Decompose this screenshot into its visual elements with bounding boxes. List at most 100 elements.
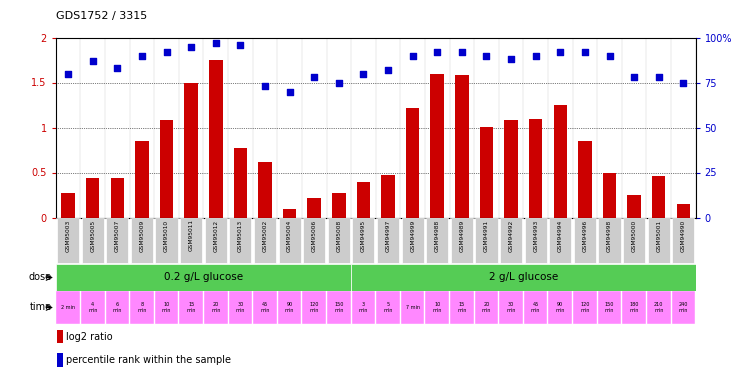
- Point: [259, 83, 271, 89]
- Text: GSM94997: GSM94997: [385, 219, 391, 252]
- Bar: [327, 291, 350, 324]
- Text: 4
min: 4 min: [88, 302, 97, 313]
- Text: 150
min: 150 min: [605, 302, 615, 313]
- Text: GSM95003: GSM95003: [65, 219, 71, 252]
- Bar: [406, 108, 420, 218]
- Bar: [676, 204, 690, 218]
- Point: [628, 74, 640, 80]
- Bar: [499, 291, 523, 324]
- Bar: [647, 291, 670, 324]
- FancyBboxPatch shape: [623, 218, 645, 263]
- Text: GSM94996: GSM94996: [583, 219, 588, 252]
- Bar: [106, 291, 129, 324]
- Text: GSM95007: GSM95007: [115, 219, 120, 252]
- FancyBboxPatch shape: [229, 218, 251, 263]
- Text: 5
min: 5 min: [383, 302, 393, 313]
- Text: GSM95000: GSM95000: [632, 219, 637, 252]
- Bar: [258, 162, 272, 218]
- Bar: [86, 178, 100, 218]
- Bar: [554, 105, 567, 218]
- Bar: [401, 291, 424, 324]
- Bar: [307, 198, 321, 217]
- Point: [62, 70, 74, 76]
- Text: GSM94988: GSM94988: [434, 219, 440, 252]
- Bar: [111, 178, 124, 218]
- Point: [677, 80, 689, 86]
- Text: 90
min: 90 min: [285, 302, 295, 313]
- FancyBboxPatch shape: [131, 218, 153, 263]
- Text: 7 min: 7 min: [405, 305, 420, 310]
- FancyBboxPatch shape: [353, 218, 374, 263]
- FancyBboxPatch shape: [82, 218, 104, 263]
- FancyBboxPatch shape: [303, 218, 325, 263]
- Bar: [351, 264, 696, 291]
- Text: GSM95001: GSM95001: [656, 219, 661, 252]
- Bar: [573, 291, 597, 324]
- Text: GSM94999: GSM94999: [410, 219, 415, 252]
- FancyBboxPatch shape: [451, 218, 473, 263]
- Bar: [455, 75, 469, 217]
- Bar: [61, 193, 75, 217]
- Bar: [504, 120, 518, 218]
- Text: GSM94998: GSM94998: [607, 219, 612, 252]
- Text: 0.2 g/L glucose: 0.2 g/L glucose: [164, 273, 243, 282]
- Point: [505, 56, 517, 62]
- Text: 6
min: 6 min: [112, 302, 122, 313]
- Point: [481, 53, 493, 58]
- FancyBboxPatch shape: [426, 218, 449, 263]
- Text: GSM95012: GSM95012: [214, 219, 218, 252]
- Bar: [352, 291, 375, 324]
- Point: [432, 49, 443, 55]
- Text: 210
min: 210 min: [654, 302, 664, 313]
- Text: GSM94991: GSM94991: [484, 219, 489, 252]
- Bar: [597, 291, 621, 324]
- Bar: [529, 119, 542, 218]
- Text: GSM95009: GSM95009: [139, 219, 144, 252]
- Text: GSM95011: GSM95011: [189, 219, 193, 251]
- Text: 2 g/L glucose: 2 g/L glucose: [489, 273, 558, 282]
- Text: 20
min: 20 min: [482, 302, 491, 313]
- Bar: [253, 291, 277, 324]
- Bar: [524, 291, 548, 324]
- Bar: [603, 172, 616, 217]
- Text: 150
min: 150 min: [334, 302, 344, 313]
- FancyBboxPatch shape: [57, 218, 79, 263]
- Bar: [578, 141, 591, 218]
- Point: [185, 44, 197, 50]
- FancyBboxPatch shape: [500, 218, 522, 263]
- Point: [554, 49, 566, 55]
- Text: 20
min: 20 min: [211, 302, 220, 313]
- Text: GSM95008: GSM95008: [336, 219, 341, 252]
- Text: 120
min: 120 min: [310, 302, 319, 313]
- Text: GSM94993: GSM94993: [533, 219, 538, 252]
- Bar: [480, 127, 493, 218]
- Bar: [185, 82, 198, 218]
- Point: [382, 67, 394, 73]
- Text: 3
min: 3 min: [359, 302, 368, 313]
- FancyBboxPatch shape: [402, 218, 424, 263]
- Bar: [57, 330, 63, 343]
- Point: [112, 65, 124, 71]
- Bar: [627, 195, 641, 217]
- Point: [357, 70, 369, 76]
- Bar: [381, 175, 395, 217]
- Bar: [356, 182, 371, 218]
- Text: GSM95013: GSM95013: [238, 219, 243, 252]
- Bar: [376, 291, 400, 324]
- Point: [407, 53, 419, 58]
- Bar: [81, 291, 104, 324]
- Bar: [672, 291, 695, 324]
- Bar: [475, 291, 498, 324]
- Point: [161, 49, 173, 55]
- Text: GSM95002: GSM95002: [263, 219, 268, 252]
- FancyBboxPatch shape: [155, 218, 178, 263]
- Text: GDS1752 / 3315: GDS1752 / 3315: [56, 11, 147, 21]
- Bar: [155, 291, 179, 324]
- FancyBboxPatch shape: [574, 218, 596, 263]
- Text: GSM95005: GSM95005: [90, 219, 95, 252]
- FancyBboxPatch shape: [180, 218, 202, 263]
- Text: percentile rank within the sample: percentile rank within the sample: [66, 355, 231, 365]
- Point: [136, 53, 148, 58]
- Point: [308, 74, 320, 80]
- Bar: [160, 120, 173, 218]
